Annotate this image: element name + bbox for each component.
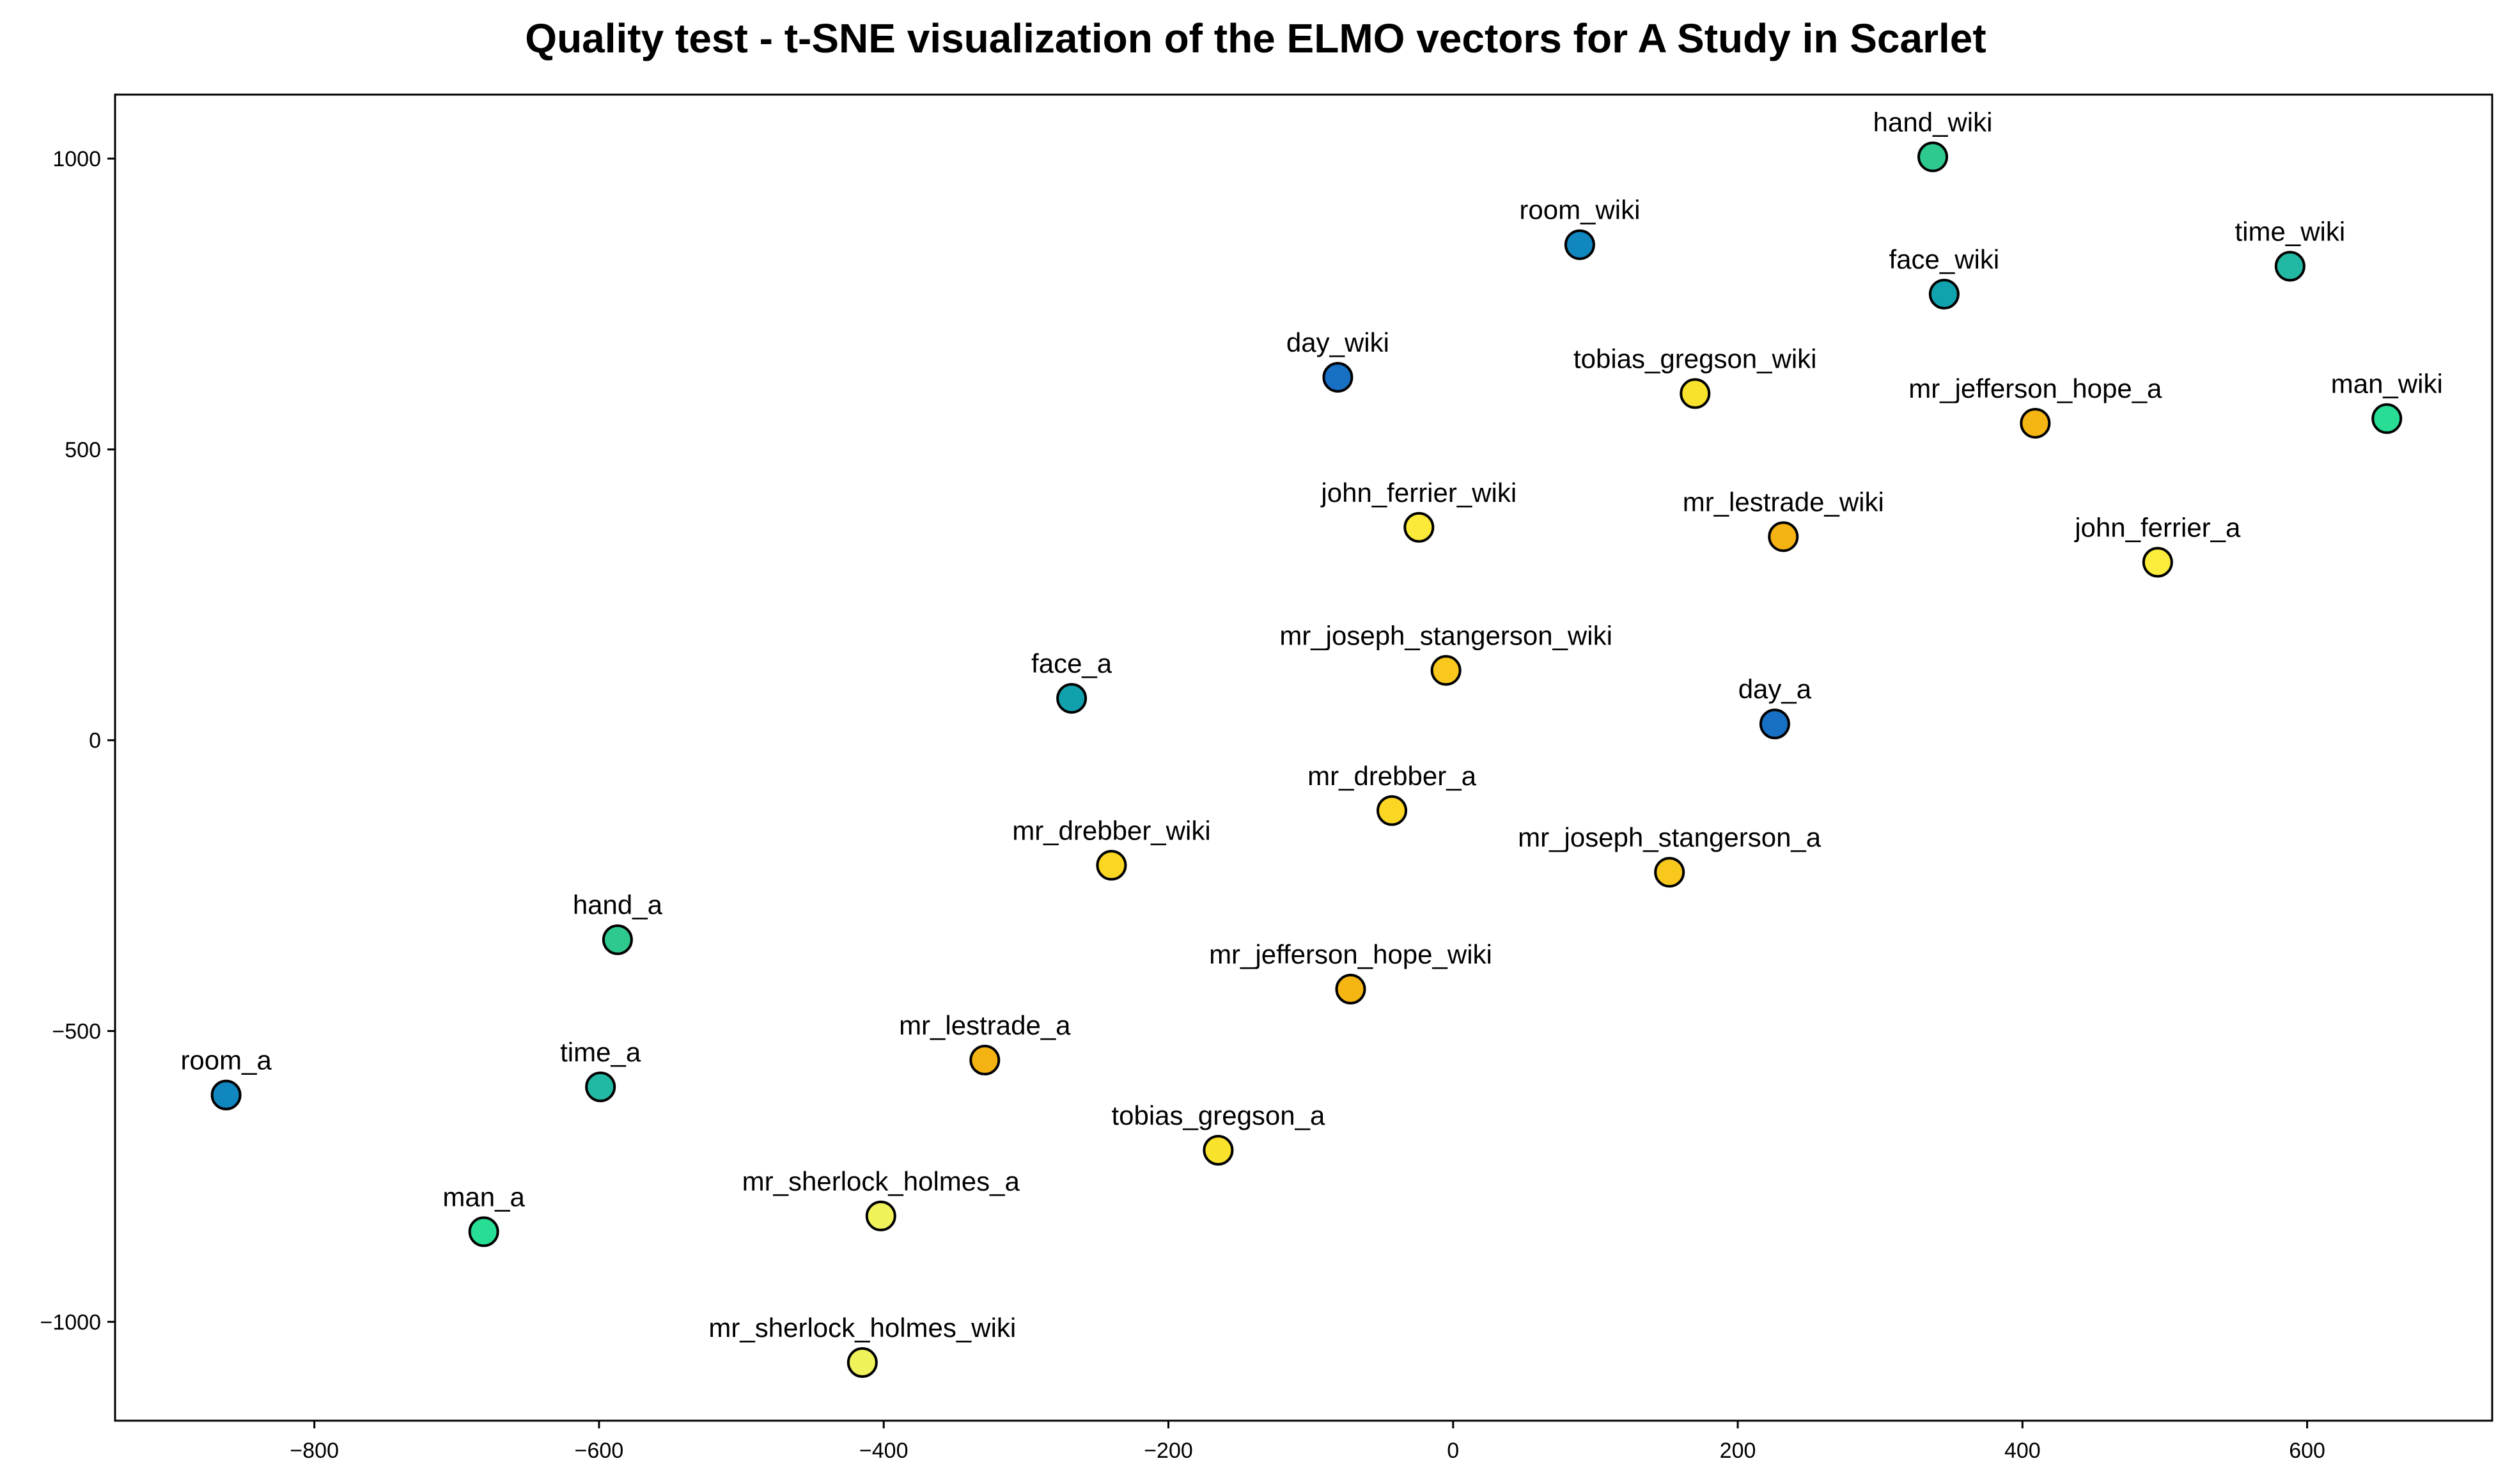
scatter-point-hand-wiki — [1917, 141, 1949, 173]
y-tick-label: −1000 — [40, 1310, 102, 1334]
scatter-point-day-wiki — [1322, 362, 1354, 393]
point-labels: hand_wiki room_wiki time_wiki face_wiki day_… — [180, 107, 2442, 1343]
scatter-point-time-a — [585, 1071, 616, 1102]
scatter-point-mr-drebber-wiki — [1096, 850, 1127, 881]
scatter-point-mr-joseph-stangerson-wiki — [1430, 655, 1462, 686]
y-tick-label: 500 — [65, 438, 101, 462]
scatter-point-mr-joseph-stangerson-a — [1654, 857, 1685, 888]
point-label-john-ferrier-a: john_ferrier_a — [2073, 512, 2241, 542]
data-points — [210, 141, 2403, 1379]
point-label-mr-drebber-wiki: mr_drebber_wiki — [1012, 815, 1210, 845]
point-label-time-wiki: time_wiki — [2235, 216, 2346, 246]
point-label-face-wiki: face_wiki — [1889, 244, 1999, 274]
point-label-day-a: day_a — [1738, 674, 1812, 704]
point-label-mr-lestrade-a: mr_lestrade_a — [899, 1010, 1071, 1040]
point-label-man-wiki: man_wiki — [2331, 369, 2443, 399]
x-tick-label: −400 — [859, 1439, 909, 1463]
point-label-day-wiki: day_wiki — [1286, 327, 1389, 357]
point-label-tobias-gregson-a: tobias_gregson_a — [1111, 1100, 1325, 1130]
point-label-mr-lestrade-wiki: mr_lestrade_wiki — [1683, 487, 1884, 517]
scatter-point-john-ferrier-wiki — [1403, 512, 1435, 543]
point-label-mr-sherlock-holmes-a: mr_sherlock_holmes_a — [742, 1166, 1020, 1196]
y-tick-label: −500 — [52, 1020, 101, 1044]
scatter-point-tobias-gregson-wiki — [1680, 378, 1711, 409]
point-label-time-a: time_a — [560, 1037, 641, 1067]
y-tick-label: 0 — [89, 729, 101, 753]
x-tick-label: −600 — [575, 1439, 624, 1463]
point-label-mr-drebber-a: mr_drebber_a — [1307, 761, 1476, 791]
scatter-point-room-a — [210, 1079, 242, 1111]
x-axis: −800 −600 −400 −200 0 200 400 600 — [290, 1421, 2325, 1463]
point-label-mr-joseph-stangerson-a: mr_joseph_stangerson_a — [1518, 822, 1822, 852]
x-tick-label: 200 — [1720, 1439, 1756, 1463]
scatter-point-mr-jefferson-hope-a — [2020, 407, 2051, 439]
point-label-hand-wiki: hand_wiki — [1873, 107, 1993, 137]
plot-area-frame — [114, 93, 2493, 1422]
scatter-point-time-wiki — [2274, 251, 2305, 282]
y-tick-label: 1000 — [52, 147, 101, 171]
scatter-point-mr-lestrade-a — [969, 1045, 1001, 1076]
scatter-point-tobias-gregson-a — [1203, 1135, 1234, 1166]
point-label-room-a: room_a — [180, 1045, 272, 1075]
chart-title: Quality test - t-SNE visualization of th… — [525, 15, 1986, 61]
x-tick-label: 0 — [1447, 1439, 1459, 1463]
scatter-point-man-a — [468, 1216, 499, 1247]
point-label-hand-a: hand_a — [573, 890, 663, 920]
point-label-tobias-gregson-wiki: tobias_gregson_wiki — [1573, 344, 1817, 374]
point-label-mr-jefferson-hope-wiki: mr_jefferson_hope_wiki — [1209, 939, 1492, 969]
scatter-point-face-a — [1056, 683, 1088, 714]
scatter-point-hand-a — [602, 924, 633, 955]
point-label-room-wiki: room_wiki — [1519, 195, 1640, 225]
scatter-point-mr-sherlock-holmes-a — [865, 1200, 896, 1231]
x-tick-label: −200 — [1144, 1439, 1193, 1463]
scatter-point-john-ferrier-a — [2142, 547, 2173, 578]
scatter-point-face-wiki — [1928, 279, 1960, 310]
scatter-point-room-wiki — [1564, 229, 1595, 260]
y-axis: −1000 −500 0 500 1000 — [40, 147, 115, 1334]
x-tick-label: −800 — [290, 1439, 339, 1463]
point-label-man-a: man_a — [442, 1182, 525, 1212]
scatter-point-mr-lestrade-wiki — [1768, 521, 1799, 552]
point-label-face-a: face_a — [1031, 648, 1112, 678]
scatter-point-day-a — [1759, 708, 1790, 740]
scatter-point-man-wiki — [2371, 403, 2403, 434]
x-tick-label: 400 — [2004, 1439, 2041, 1463]
scatter-point-mr-jefferson-hope-wiki — [1335, 974, 1366, 1005]
x-tick-label: 600 — [2289, 1439, 2325, 1463]
scatter-point-mr-sherlock-holmes-wiki — [846, 1347, 878, 1379]
point-label-mr-jefferson-hope-a: mr_jefferson_hope_a — [1908, 373, 2162, 403]
point-label-mr-joseph-stangerson-wiki: mr_joseph_stangerson_wiki — [1279, 621, 1612, 651]
point-label-mr-sherlock-holmes-wiki: mr_sherlock_holmes_wiki — [708, 1313, 1016, 1343]
scatter-point-mr-drebber-a — [1377, 795, 1408, 826]
point-label-john-ferrier-wiki: john_ferrier_wiki — [1320, 478, 1517, 508]
